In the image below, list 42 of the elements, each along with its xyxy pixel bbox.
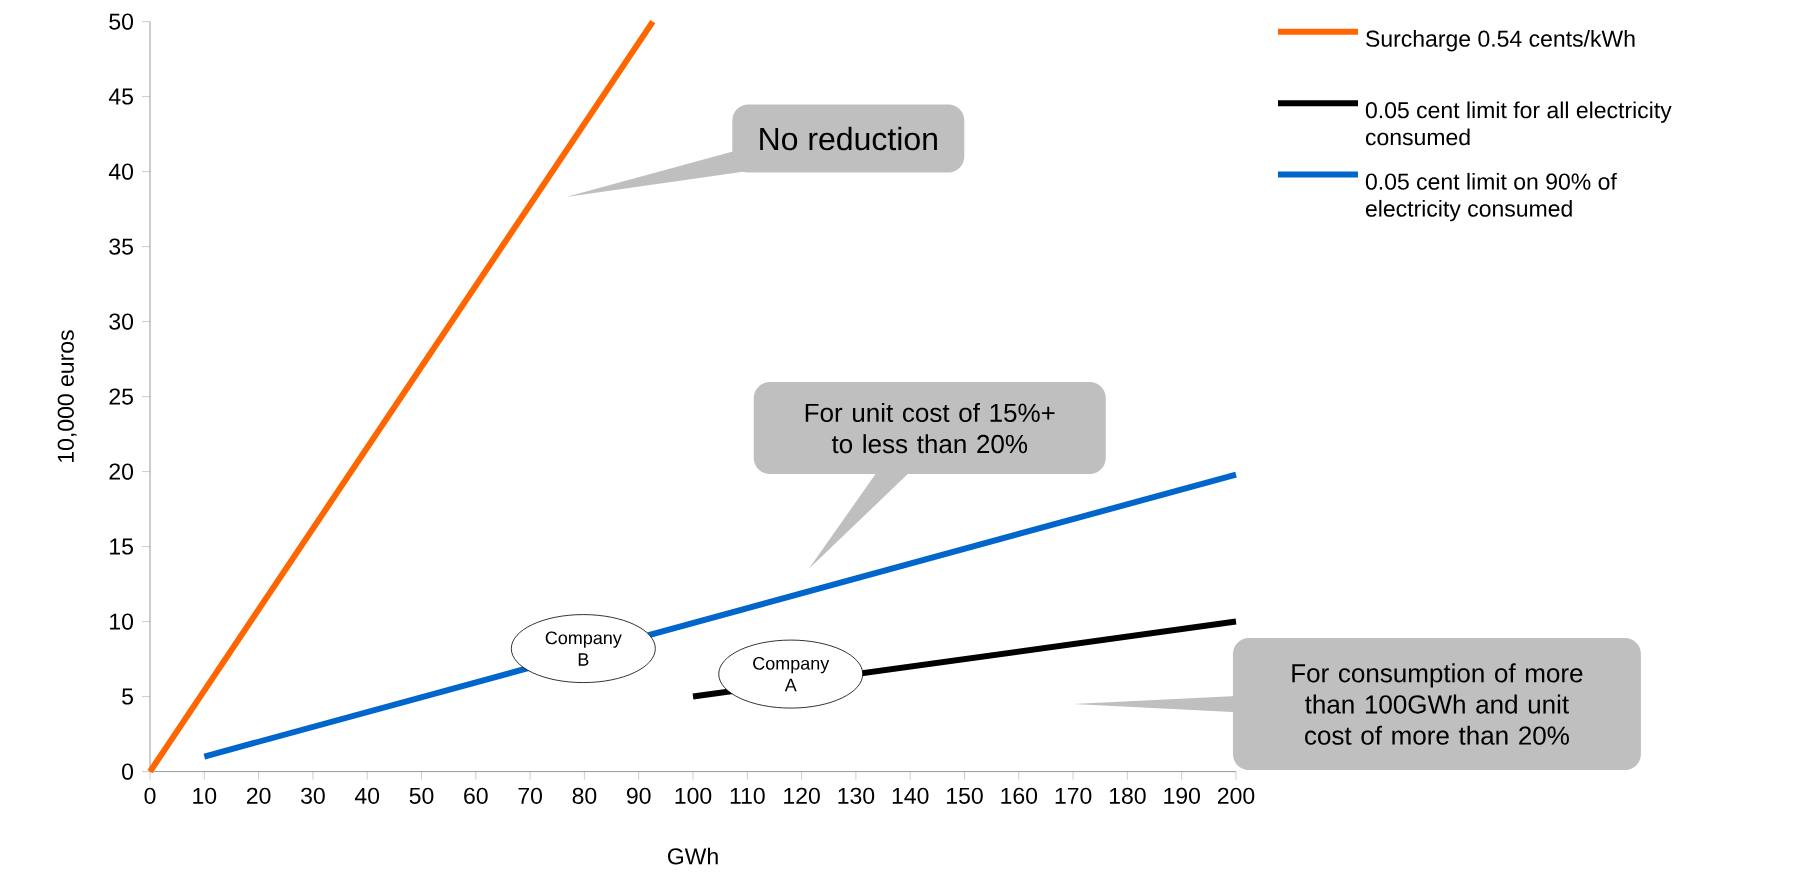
x-tick-label: 90: [626, 787, 651, 804]
x-tick-label: 50: [409, 787, 434, 804]
x-tick-label: 40: [354, 787, 380, 804]
x-tick-label: 130: [838, 787, 875, 804]
x-tick-label: 0: [144, 787, 156, 804]
x-tick-label: 190: [1164, 787, 1200, 804]
x-tick-label: 170: [1055, 787, 1092, 804]
x-tick-label: 180: [1109, 787, 1146, 804]
x-tick-label: 160: [1001, 787, 1038, 804]
y-tick-label: 20: [109, 463, 134, 480]
legend-label: 0.05 cent limit on 90% of electricity consumed: [1365, 172, 1617, 222]
y-tick-label: 0: [122, 763, 134, 780]
x-tick-label: 70: [518, 787, 542, 804]
x-axis-title: GWh: [667, 847, 718, 865]
y-tick-label: 40: [108, 163, 134, 180]
x-tick-label: 80: [572, 787, 597, 804]
legend-label: Surcharge 0.54 cents/kWh: [1366, 30, 1635, 52]
x-tick-label: 140: [892, 787, 929, 804]
y-tick-label: 30: [109, 313, 134, 330]
text: For consumption of more than 100GWh and unit cost of more than 20%: [1292, 663, 1583, 745]
x-tick-label: 10: [193, 787, 217, 804]
y-tick-label: 45: [108, 88, 133, 105]
x-tick-label: 150: [947, 787, 983, 804]
y-tick-label: 25: [109, 388, 133, 405]
annotation: Company A: [753, 656, 830, 692]
x-tick-label: 100: [675, 787, 712, 804]
y-tick-label: 5: [122, 688, 133, 705]
y-axis-title: 10,000 euros: [57, 330, 77, 462]
y-tick-label: 10: [110, 613, 134, 630]
y-tick-label: 15: [110, 538, 133, 555]
y-tick-label: 50: [109, 13, 134, 30]
x-tick-label: 120: [784, 787, 820, 804]
x-tick-label: 200: [1217, 787, 1255, 804]
x-tick-label: 110: [730, 787, 765, 804]
x-tick-label: 20: [246, 787, 271, 804]
legend-label: 0.05 cent limit for all electricity consumed: [1365, 101, 1672, 146]
annotation: Company B: [545, 631, 622, 666]
annotation: No reduction: [760, 126, 937, 151]
x-tick-label: 60: [464, 787, 488, 804]
x-tick-label: 30: [300, 787, 325, 804]
y-tick-label: 35: [109, 238, 133, 255]
annotation: For unit cost of 15%+ to less than 20%: [805, 402, 1055, 454]
